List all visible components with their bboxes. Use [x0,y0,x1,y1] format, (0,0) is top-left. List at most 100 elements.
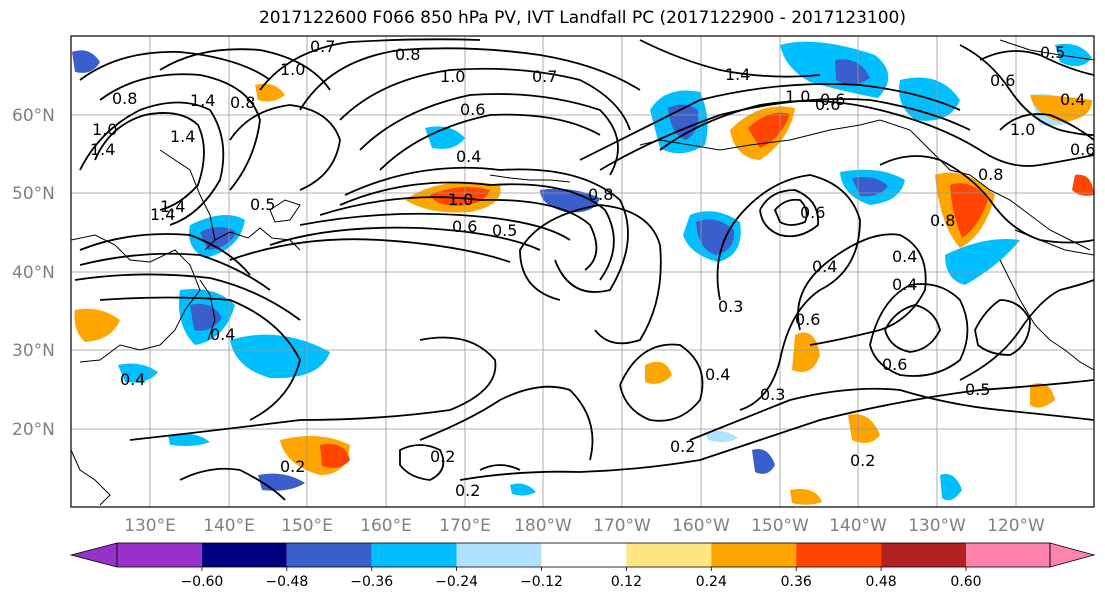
contour-label: 1.4 [725,65,750,84]
longitude-label: 160°E [360,516,412,536]
longitude-label: 140°E [203,516,255,536]
contour-label: 0.3 [718,297,743,316]
colorbar-segment [286,543,372,567]
contour-label: 0.5 [965,380,990,399]
contour-label: 0.2 [670,437,695,456]
colorbar-segment [541,543,627,567]
colorbar-tick-label: −0.48 [265,574,308,590]
latitude-label: 60°N [12,106,55,126]
contour-label: 0.8 [112,89,137,108]
contour-label: 0.5 [492,221,517,240]
contour-label: 0.7 [532,67,557,86]
pv-positive-region [255,83,285,102]
pv-negative-core [852,177,888,197]
longitude-label: 150°W [751,516,809,536]
longitude-label: 160°W [672,516,730,536]
pv-negative-region [1055,43,1092,67]
longitude-label: 130°W [908,516,966,536]
colorbar-upper-extension [1049,542,1096,568]
colorbar-segment [371,543,457,567]
pv-positive-region [790,488,822,505]
contour-label: 0.2 [430,447,455,466]
contour-label: 0.6 [815,95,840,114]
colorbar-segment [881,543,966,567]
contour-label: 1.0 [785,87,810,106]
longitude-label: 170°E [439,516,491,536]
contour-label: 0.4 [456,147,481,166]
contour-label: 1.0 [92,120,117,139]
contour-label: 0.5 [250,195,275,214]
colorbar-lower-extension [69,542,118,568]
coastlines [71,39,1094,506]
longitude-label: 180°W [514,516,572,536]
contour-label: 0.3 [760,385,785,404]
contour-label: 1.4 [190,91,215,110]
map-frame [70,35,1095,508]
contour-label: 0.2 [280,457,305,476]
contour-label: 0.4 [120,370,145,389]
pv-positive-core [950,183,988,238]
pv-negative-region [780,41,889,98]
colorbar-segment [796,543,882,567]
contour-label: 0.4 [892,275,917,294]
latitude-label: 30°N [12,341,55,361]
contour-label: 0.8 [978,165,1003,184]
contour-label: 1.4 [90,140,115,159]
ivt-contours [74,38,1094,501]
longitude-label: 120°W [987,516,1045,536]
pv-negative-core [696,219,735,255]
contour-label: 0.2 [850,451,875,470]
contour-label: 0.6 [990,71,1015,90]
colorbar-segment [117,543,202,567]
colorbar-ticks [201,567,967,571]
contour-label: 1.4 [170,127,195,146]
colorbar: −0.60 −0.48 −0.36 −0.24 −0.12 0.12 0.24 … [69,542,1096,590]
colorbar-tick-label: 0.60 [950,574,981,590]
colorbar-segment [456,543,542,567]
contour-label: 0.4 [1060,90,1085,109]
pv-negative-region [705,430,738,443]
pv-negative-region [168,433,210,446]
colorbar-segment [711,543,797,567]
contour-label: 0.8 [588,185,613,204]
pv-positive-core [430,186,490,206]
contour-label: 1.0 [280,60,305,79]
colorbar-segment [966,543,1050,567]
contour-label: 0.4 [812,257,837,276]
contour-label: 0.6 [795,310,820,329]
contour-label: 0.6 [800,203,825,222]
pv-positive-core [748,112,790,148]
colorbar-tick-label: −0.36 [350,574,393,590]
pv-negative-region [510,483,536,496]
latitude-labels: 60°N 50°N 40°N 30°N 20°N [12,106,55,440]
colorbar-tick-label: 0.12 [611,574,642,590]
pv-negative-core [835,59,870,85]
pv-positive-region [1030,383,1055,408]
contour-label: 0.4 [210,325,235,344]
pv-negative-region [230,334,330,379]
pv-positive-core [320,444,350,468]
contour-label: 1.0 [1010,120,1035,139]
longitude-label: 170°W [593,516,651,536]
contour-label: 0.6 [1070,140,1095,159]
colorbar-tick-label: 0.24 [696,574,727,590]
contour-label: 0.6 [460,100,485,119]
latitude-label: 20°N [12,420,55,440]
contour-label: 0.5 [1040,43,1065,62]
contour-label: 0.8 [395,45,420,64]
contour-label: 0.2 [455,481,480,500]
pv-positive-region [792,332,820,373]
colorbar-tick-label: −0.60 [180,574,223,590]
contour-label: 0.4 [892,247,917,266]
colorbar-tick-label: 0.48 [866,574,897,590]
longitude-label: 130°E [124,516,176,536]
longitude-labels: 130°E 140°E 150°E 160°E 170°E 180°W 170°… [124,516,1045,536]
colorbar-tick-label: 0.36 [781,574,812,590]
contour-label: 1.4 [160,197,185,216]
colorbar-segment [626,543,712,567]
colorbar-tick-label: −0.12 [520,574,563,590]
contour-label: 0.6 [820,90,845,109]
colorbar-tick-label: −0.24 [435,574,478,590]
graticule [71,36,1094,507]
